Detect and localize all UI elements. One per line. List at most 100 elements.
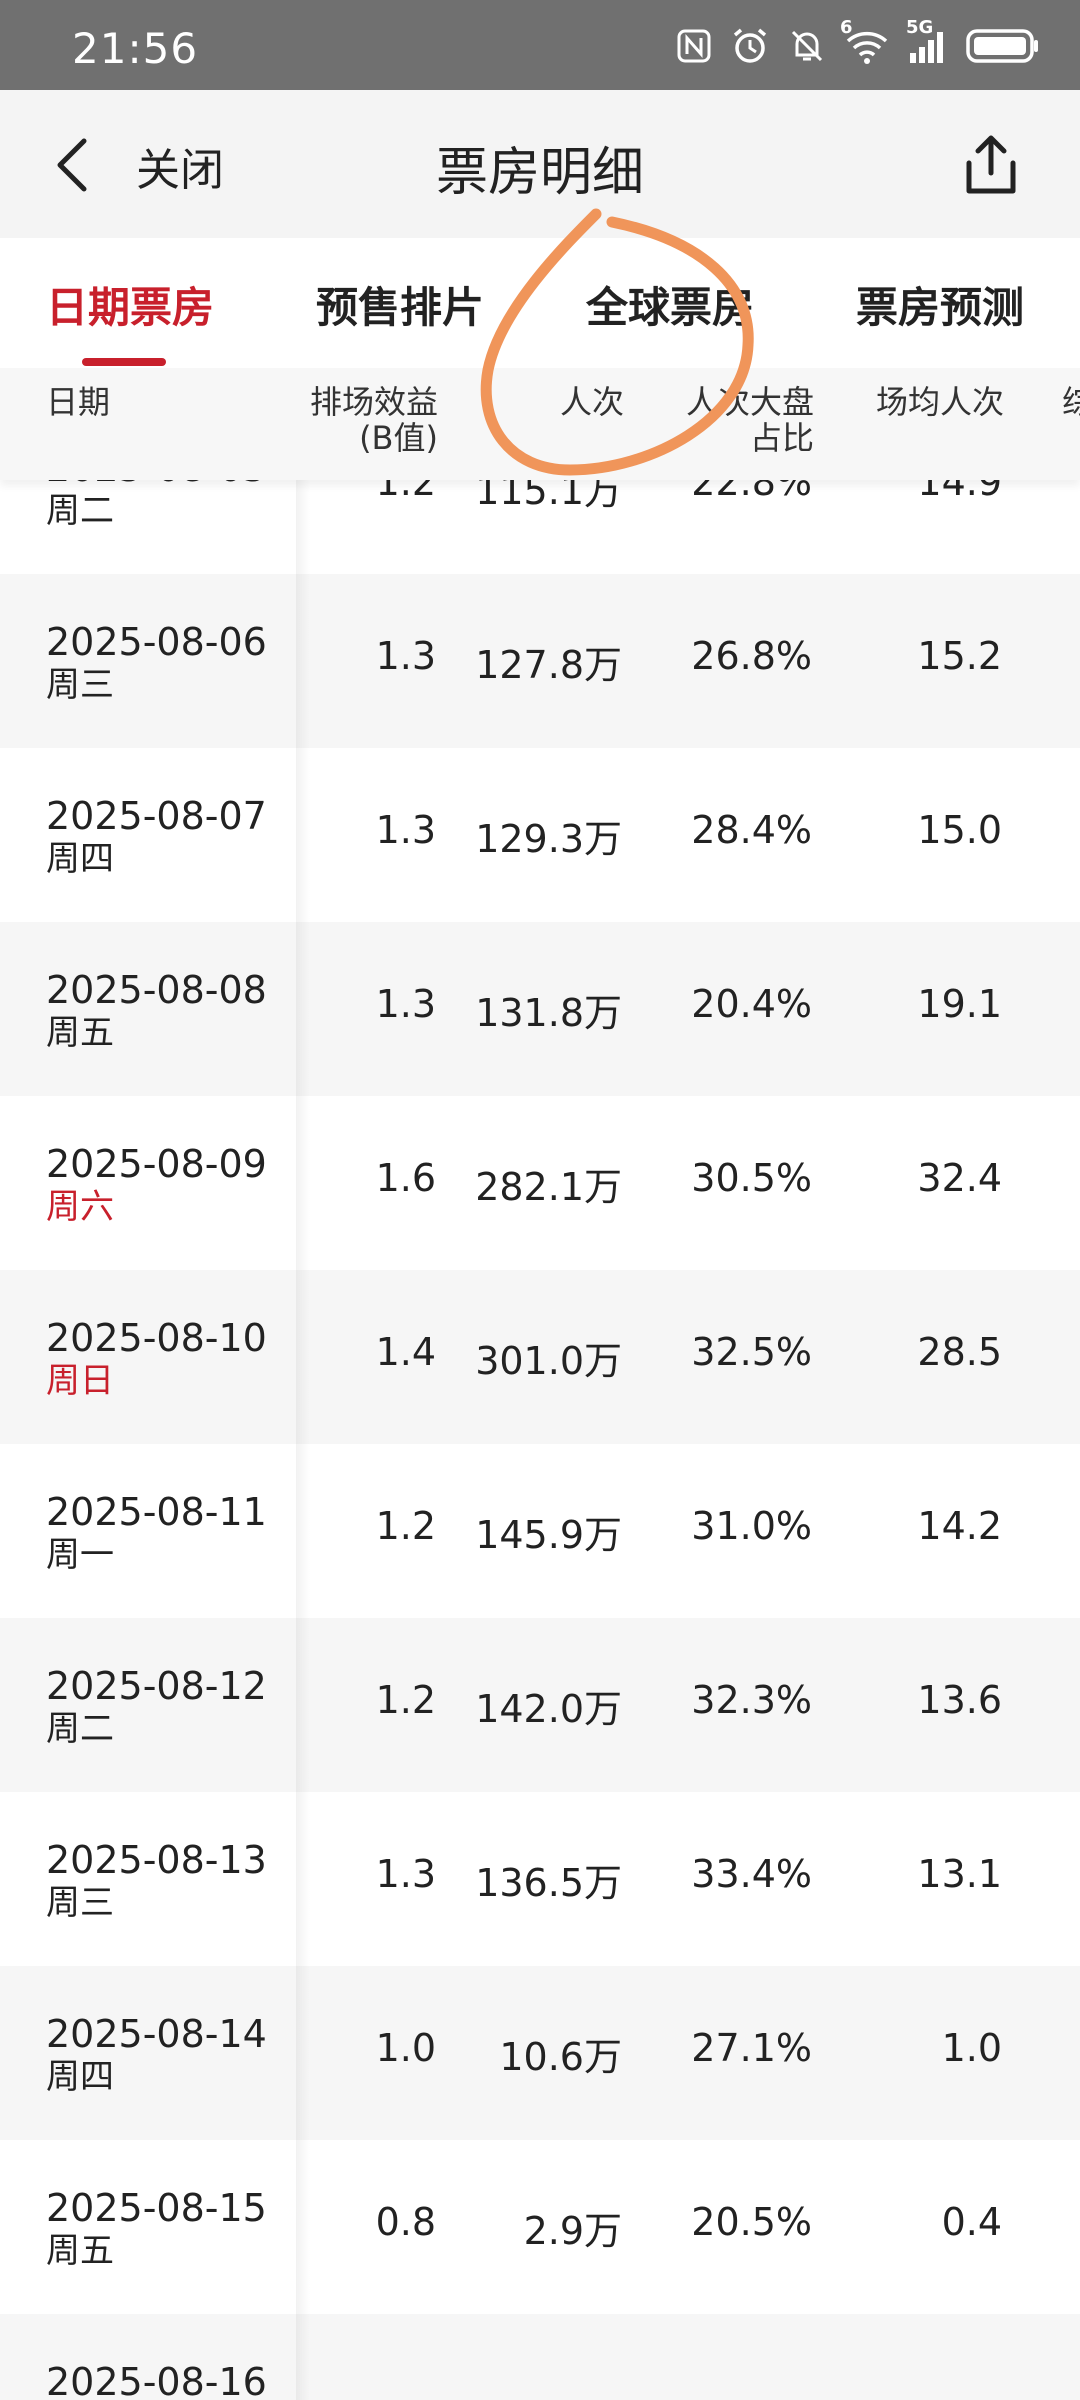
- table-row[interactable]: 2025-08-05周二 1.2 115.1万 22.8% 14.9: [0, 480, 1080, 574]
- row-admissions-value: 145.9万: [475, 1513, 622, 1557]
- row-share-value: 22.8%: [691, 480, 812, 504]
- column-header-benefit-line1: 排场效益: [309, 383, 438, 421]
- date-cell: 2025-08-11 周一: [46, 1490, 296, 1576]
- table-row[interactable]: 2025-08-09 周六 1.6 282.1万 30.5% 32.4: [0, 1096, 1080, 1270]
- row-admissions-value: 129.3万: [475, 817, 622, 861]
- wifi-badge: 6: [840, 17, 853, 38]
- row-benefit-value: 1.2: [375, 1504, 436, 1548]
- row-admissions-value: 301.0万: [475, 1339, 622, 1383]
- row-benefit-value: 1.2: [375, 1678, 436, 1722]
- row-avg-admissions-value: 19.1: [917, 982, 1002, 1026]
- date-cell: 2025-08-08 周五: [46, 968, 296, 1054]
- row-avg-admissions-value: 32.4: [917, 1156, 1002, 1200]
- column-header-share[interactable]: 人次大盘 占比: [686, 384, 814, 456]
- date-cell: 2025-08-14 周四: [46, 2012, 296, 2098]
- row-share-value: 26.8%: [691, 634, 812, 678]
- row-admissions-value: 142.0万: [475, 1687, 622, 1731]
- row-share-value: 30.5%: [691, 1156, 812, 1200]
- date-cell: 2025-08-10 周日: [46, 1316, 296, 1402]
- row-weekday: 周四: [46, 2057, 114, 2097]
- row-benefit-value: 1.3: [375, 634, 436, 678]
- table-row[interactable]: 2025-08-13 周三 1.3 136.5万 33.4% 13.1: [0, 1792, 1080, 1966]
- table-row[interactable]: 2025-08-15 周五 0.8 2.9万 20.5% 0.4: [0, 2140, 1080, 2314]
- row-date: 2025-08-09: [46, 1142, 267, 1186]
- share-icon: [966, 135, 1016, 194]
- tab-presale-schedule[interactable]: 预售排片: [316, 283, 485, 332]
- status-time: 21:56: [72, 24, 199, 73]
- table-header: 日期 排场效益 (B值) 人次 人次大盘 占比 场均人次 综: [0, 368, 1080, 480]
- column-header-date[interactable]: 日期: [46, 383, 111, 421]
- row-share-value: 33.4%: [691, 1852, 812, 1896]
- table-rows: 2025-08-05周二1.2115.1万22.8%14.92025-08-06…: [0, 480, 1080, 2400]
- row-benefit-value: 1.3: [375, 808, 436, 852]
- date-cell: 2025-08-09 周六: [46, 1142, 296, 1228]
- close-button[interactable]: 关闭: [136, 145, 224, 196]
- row-weekday: 周二: [46, 491, 114, 531]
- row-share-value: 28.4%: [691, 808, 812, 852]
- column-header-admissions[interactable]: 人次: [559, 383, 624, 421]
- row-admissions-value: 282.1万: [475, 1165, 622, 1209]
- row-avg-admissions-value: 15.2: [917, 634, 1002, 678]
- frozen-column-shadow: [296, 480, 310, 2400]
- row-share-value: 31.0%: [691, 1504, 812, 1548]
- row-benefit-value: 1.6: [375, 1156, 436, 1200]
- row-admissions-value: 131.8万: [475, 991, 622, 1035]
- column-header-avg-admissions[interactable]: 场均人次: [875, 383, 1004, 421]
- wifi-icon: 6: [840, 17, 890, 65]
- status-bar: 21:56 6 5G: [0, 0, 1080, 90]
- row-date: 2025-08-14: [46, 2012, 267, 2056]
- table-row[interactable]: 2025-08-06 周三 1.3 127.8万 26.8% 15.2: [0, 574, 1080, 748]
- battery-icon: [966, 27, 1040, 65]
- nav-bar: 关闭 票房明细: [0, 90, 1080, 238]
- row-weekday: 周三: [46, 1883, 114, 1923]
- row-share-value: 20.4%: [691, 982, 812, 1026]
- tab-global-box-office[interactable]: 全球票房: [586, 283, 755, 332]
- row-avg-admissions-value: 1.0: [941, 2026, 1002, 2070]
- column-header-benefit[interactable]: 排场效益 (B值): [310, 384, 438, 456]
- row-avg-admissions-value: 15.0: [917, 808, 1002, 852]
- date-cell: 2025-08-16: [46, 2360, 296, 2400]
- status-icons: 6 5G: [676, 17, 1040, 66]
- date-cell: 2025-08-15 周五: [46, 2186, 296, 2272]
- column-header-next-partial[interactable]: 综: [1062, 383, 1080, 421]
- alarm-icon: [730, 26, 770, 66]
- row-admissions-value: 2.9万: [523, 2209, 622, 2253]
- table-body[interactable]: 2025-08-05周二1.2115.1万22.8%14.92025-08-06…: [0, 480, 1080, 2400]
- row-avg-admissions-value: 28.5: [917, 1330, 1002, 1374]
- table-row[interactable]: 2025-08-07 周四 1.3 129.3万 28.4% 15.0: [0, 748, 1080, 922]
- row-avg-admissions-value: 0.4: [941, 2200, 1002, 2244]
- row-admissions-value: 10.6万: [499, 2035, 622, 2079]
- chevron-left-icon: [57, 138, 87, 192]
- page-title: 票房明细: [435, 143, 644, 203]
- mute-bell-icon: [788, 27, 826, 65]
- row-weekday: 周四: [46, 839, 114, 879]
- row-avg-admissions-value: 14.2: [917, 1504, 1002, 1548]
- row-benefit-value: 1.3: [375, 1852, 436, 1896]
- row-date: 2025-08-16: [46, 2360, 267, 2400]
- nfc-icon: [676, 28, 712, 64]
- row-weekday: 周日: [46, 1361, 114, 1401]
- row-date: 2025-08-10: [46, 1316, 267, 1360]
- tab-date-box-office[interactable]: 日期票房: [46, 283, 215, 332]
- row-avg-admissions-value: 13.6: [917, 1678, 1002, 1722]
- row-date: 2025-08-11: [46, 1490, 267, 1534]
- row-weekday: 周六: [46, 1187, 114, 1227]
- table-row[interactable]: 2025-08-14 周四 1.0 10.6万 27.1% 1.0: [0, 1966, 1080, 2140]
- column-header-share-line1: 人次大盘: [685, 383, 814, 421]
- row-benefit-value: 1.3: [375, 982, 436, 1026]
- back-button[interactable]: [36, 130, 106, 200]
- tab-box-office-forecast[interactable]: 票房预测: [856, 283, 1025, 332]
- row-benefit-value: 1.0: [375, 2026, 436, 2070]
- row-date: 2025-08-12: [46, 1664, 267, 1708]
- row-admissions-value: 115.1万: [475, 480, 622, 513]
- table-row[interactable]: 2025-08-16: [0, 2314, 1080, 2400]
- date-cell: 2025-08-05周二: [46, 480, 296, 532]
- table-row[interactable]: 2025-08-10 周日 1.4 301.0万 32.5% 28.5: [0, 1270, 1080, 1444]
- network-label: 5G: [906, 17, 934, 38]
- share-button[interactable]: [954, 128, 1028, 202]
- table-row[interactable]: 2025-08-08 周五 1.3 131.8万 20.4% 19.1: [0, 922, 1080, 1096]
- row-avg-admissions-value: 14.9: [917, 480, 1002, 504]
- table-row[interactable]: 2025-08-11 周一 1.2 145.9万 31.0% 14.2: [0, 1444, 1080, 1618]
- table-row[interactable]: 2025-08-12 周二 1.2 142.0万 32.3% 13.6: [0, 1618, 1080, 1792]
- row-weekday: 周五: [46, 1013, 114, 1053]
